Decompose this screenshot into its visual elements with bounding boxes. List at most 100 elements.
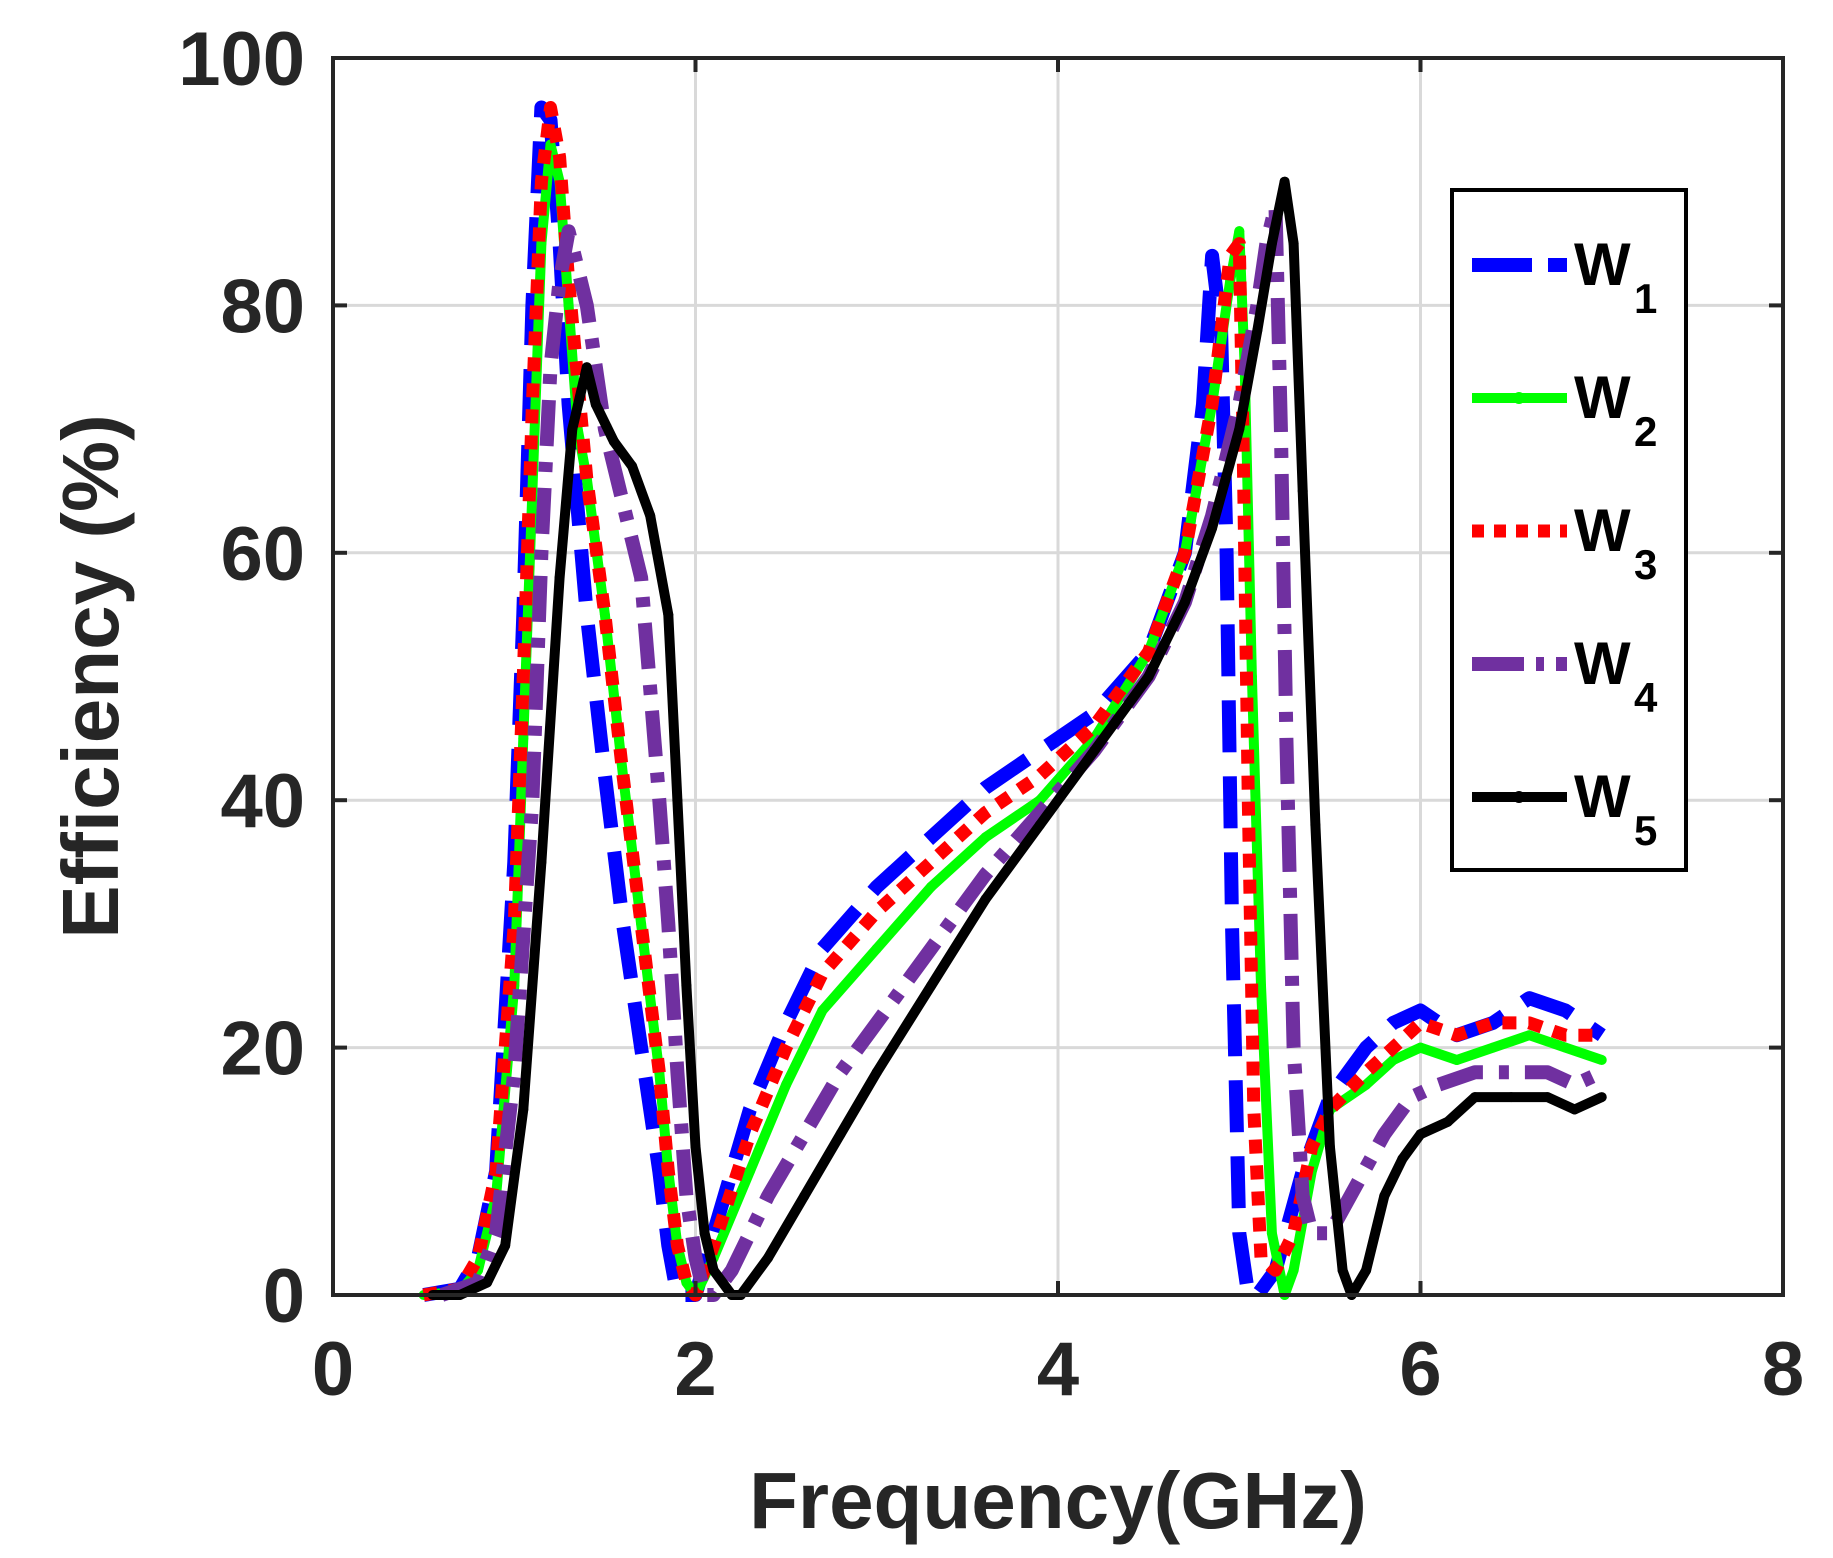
series-marker-w2-49 <box>1560 1042 1571 1053</box>
series-marker-w2-15 <box>636 918 647 929</box>
series-marker-w2-40 <box>1288 1265 1299 1276</box>
legend-label-w2: W <box>1574 364 1631 431</box>
series-marker-w5-7 <box>567 424 578 435</box>
series-marker-w5-45 <box>1415 1129 1426 1140</box>
y-tick-label-0: 0 <box>263 1254 305 1339</box>
series-marker-w5-5 <box>536 857 547 868</box>
legend-marker-w2 <box>1513 392 1525 404</box>
series-marker-w2-50 <box>1596 1054 1607 1065</box>
series-marker-w5-4 <box>518 1104 529 1115</box>
series-marker-w5-49 <box>1542 1092 1553 1103</box>
legend-subscript-w2: 2 <box>1634 408 1657 455</box>
series-marker-w2-34 <box>1234 226 1245 237</box>
series-marker-w2-26 <box>926 881 937 892</box>
x-axis-label: Frequency(GHz) <box>749 1456 1367 1545</box>
series-marker-w5-31 <box>1207 523 1218 534</box>
series-marker-w5-13 <box>663 609 674 620</box>
y-axis-label: Efficiency (%) <box>46 414 135 939</box>
y-tick-label-80: 80 <box>220 264 305 349</box>
series-marker-w5-27 <box>1034 819 1045 830</box>
series-marker-w2-45 <box>1415 1042 1426 1053</box>
series-marker-w5-28 <box>1089 745 1100 756</box>
series-marker-w5-38 <box>1310 819 1321 830</box>
series-marker-w5-29 <box>1143 671 1154 682</box>
legend-label-w4: W <box>1574 630 1631 697</box>
x-tick-label-2: 2 <box>674 1327 716 1412</box>
legend-subscript-w4: 4 <box>1634 674 1658 721</box>
series-marker-w5-16 <box>690 1141 701 1152</box>
series-marker-w5-18 <box>708 1265 719 1276</box>
series-marker-w5-22 <box>799 1191 810 1202</box>
legend-box <box>1450 188 1688 872</box>
series-line-w3 <box>422 101 1602 1302</box>
series-marker-w5-10 <box>608 436 619 447</box>
series-marker-w2-27 <box>980 832 991 843</box>
series-marker-w5-50 <box>1569 1104 1580 1115</box>
series-marker-w5-51 <box>1596 1092 1607 1103</box>
series-marker-w2-44 <box>1388 1054 1399 1065</box>
series-marker-w5-44 <box>1397 1153 1408 1164</box>
series-marker-w2-10 <box>563 300 574 311</box>
series-marker-w2-38 <box>1266 1228 1277 1239</box>
series-marker-w5-32 <box>1234 424 1245 435</box>
series-marker-w5-3 <box>500 1240 511 1251</box>
series-marker-w5-11 <box>627 461 638 472</box>
series-marker-w5-15 <box>681 980 692 991</box>
series-marker-w5-24 <box>871 1067 882 1078</box>
series-marker-w5-8 <box>581 362 592 373</box>
legend-label-w5: W <box>1574 763 1631 830</box>
x-tick-label-4: 4 <box>1037 1327 1079 1412</box>
series-marker-w2-37 <box>1256 980 1266 991</box>
series-marker-w2-22 <box>744 1166 755 1177</box>
legend-marker-w5 <box>1513 791 1525 803</box>
legend-label-w1: W <box>1574 231 1631 298</box>
series-marker-w5-35 <box>1279 176 1290 187</box>
series-marker-w5-12 <box>645 510 656 521</box>
legend-label-w3: W <box>1574 497 1631 564</box>
series-marker-w5-6 <box>554 572 565 583</box>
legend-subscript-w5: 5 <box>1634 807 1657 854</box>
series-marker-w5-47 <box>1469 1092 1480 1103</box>
series-marker-w5-42 <box>1361 1265 1372 1276</box>
series-marker-w2-46 <box>1451 1054 1462 1065</box>
series-marker-w5-34 <box>1266 238 1277 249</box>
series-marker-w5-14 <box>672 795 683 806</box>
y-tick-label-40: 40 <box>220 759 305 844</box>
series-marker-w2-25 <box>871 943 882 954</box>
series-line-w4 <box>439 199 1605 1302</box>
series-marker-w5-36 <box>1288 238 1299 249</box>
series-line-w5 <box>432 176 1604 1300</box>
series-marker-w2-47 <box>1488 1042 1498 1053</box>
series-line-w1 <box>422 100 1606 1302</box>
x-tick-label-6: 6 <box>1399 1327 1441 1412</box>
series-marker-w2-48 <box>1524 1030 1535 1041</box>
series-marker-w2-19 <box>681 1277 692 1288</box>
series-marker-w2-5 <box>518 733 529 744</box>
y-tick-label-60: 60 <box>220 512 305 597</box>
series-marker-w5-23 <box>835 1129 846 1140</box>
series-marker-w2-13 <box>599 609 610 620</box>
series-marker-w5-30 <box>1179 597 1190 608</box>
series-lines <box>418 100 1607 1302</box>
series-marker-w5-33 <box>1252 325 1263 336</box>
series-marker-w5-25 <box>926 980 937 991</box>
y-tick-label-20: 20 <box>220 1007 305 1092</box>
series-marker-w5-17 <box>699 1228 710 1239</box>
x-tick-label-0: 0 <box>312 1327 354 1412</box>
series-marker-w5-26 <box>980 894 991 905</box>
series-marker-w5-37 <box>1297 485 1308 496</box>
y-tick-label-100: 100 <box>178 17 305 102</box>
series-marker-w2-24 <box>817 1005 828 1016</box>
legend-subscript-w1: 1 <box>1634 275 1657 322</box>
series-marker-w5-43 <box>1379 1191 1390 1202</box>
x-tick-label-8: 8 <box>1762 1327 1804 1412</box>
series-marker-w5-39 <box>1324 1141 1335 1152</box>
legend-subscript-w3: 3 <box>1634 541 1657 588</box>
series-marker-w5-9 <box>590 399 601 410</box>
series-marker-w5-2 <box>482 1277 493 1288</box>
series-marker-w5-40 <box>1337 1265 1348 1276</box>
series-marker-w2-23 <box>781 1079 792 1090</box>
